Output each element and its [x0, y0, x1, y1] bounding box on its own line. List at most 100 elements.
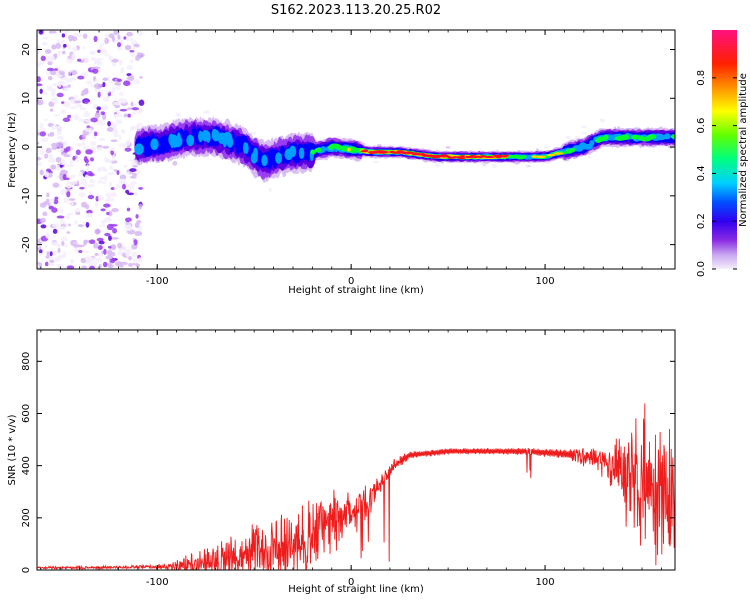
spectrogram-heatmap	[37, 30, 675, 269]
heatmap-cell	[107, 120, 111, 127]
heatmap-cell	[37, 263, 40, 269]
heatmap-cell	[128, 255, 133, 261]
snr-ytick-label: 400	[21, 456, 32, 475]
heatmap-cell	[88, 239, 96, 245]
heatmap-cell	[59, 71, 65, 76]
heatmap-cell	[76, 180, 80, 187]
heatmap-cell	[110, 58, 119, 63]
heatmap-cell	[103, 203, 111, 208]
heatmap-cell	[57, 147, 65, 153]
heatmap-cell	[47, 75, 53, 81]
heatmap-cell	[47, 133, 52, 137]
heatmap-cell	[129, 181, 138, 185]
heatmap-cell	[58, 185, 62, 188]
heatmap-cell	[94, 228, 101, 235]
heatmap-cell	[103, 216, 111, 223]
heatmap-cell	[119, 180, 128, 185]
heatmap-cell	[131, 251, 138, 257]
heatmap-cell	[56, 244, 62, 248]
heatmap-cell	[110, 139, 118, 143]
heatmap-cell	[464, 162, 469, 165]
heatmap-cell	[50, 142, 59, 147]
heatmap-cell	[117, 34, 121, 40]
heatmap-cell	[97, 253, 104, 257]
heatmap-cell	[121, 144, 128, 147]
heatmap-cell	[54, 196, 59, 200]
heatmap-cell	[37, 252, 43, 256]
heatmap-cell	[119, 108, 128, 112]
heatmap-cell	[589, 139, 595, 147]
heatmap-cell	[44, 171, 50, 178]
heatmap-cell	[113, 30, 120, 35]
heatmap-cell	[94, 201, 99, 208]
heatmap-cell	[102, 96, 111, 102]
heatmap-cell	[48, 158, 57, 163]
heatmap-cell	[65, 182, 73, 189]
heatmap-cell	[59, 225, 66, 230]
heatmap-cell	[86, 164, 90, 171]
heatmap-cell	[123, 165, 128, 168]
heatmap-cell	[98, 137, 106, 141]
heatmap-cell	[93, 242, 99, 249]
heatmap-cell	[105, 198, 110, 204]
heatmap-cell	[65, 214, 71, 220]
heatmap-cell	[60, 152, 67, 156]
colorbar-tick-label: 0.0	[696, 261, 707, 277]
heatmap-cell	[102, 261, 108, 268]
heatmap-cell	[137, 257, 143, 263]
heatmap-cell	[37, 156, 42, 161]
heatmap-cell	[135, 170, 141, 175]
heatmap-cell	[438, 155, 451, 158]
colorbar-tick-label: 0.2	[696, 213, 707, 229]
heatmap-cell	[108, 251, 116, 257]
heatmap-cell	[76, 33, 84, 37]
heatmap-cell	[78, 171, 83, 177]
colorbar: 0.0 0.2 0.4 0.6 0.8 Normalized spectral ampl…	[696, 30, 749, 277]
heatmap-cell	[41, 137, 49, 142]
heatmap-cell	[581, 131, 588, 134]
heatmap-cell	[126, 225, 133, 232]
heatmap-cell	[38, 145, 44, 151]
heatmap-cell	[63, 197, 70, 204]
heatmap-cell	[110, 147, 116, 151]
heatmap-cell	[102, 104, 109, 111]
heatmap-cell	[125, 171, 130, 175]
heatmap-cell	[73, 114, 80, 121]
heatmap-cell	[120, 245, 127, 250]
heatmap-cell	[84, 204, 90, 210]
heatmap-cell	[124, 44, 132, 51]
heatmap-cell	[37, 99, 44, 106]
heatmap-cell	[261, 154, 268, 167]
heatmap-cell	[97, 196, 105, 201]
heatmap-cell	[570, 147, 576, 153]
heatmap-cell	[61, 50, 66, 55]
heatmap-cell	[75, 149, 81, 156]
heatmap-cell	[40, 224, 47, 229]
heatmap-cell	[37, 83, 43, 87]
heatmap-cell	[95, 195, 99, 202]
heatmap-cell	[56, 215, 65, 219]
heatmap-cell	[73, 243, 79, 248]
heatmap-cell	[320, 146, 327, 153]
heatmap-cell	[84, 110, 89, 115]
heatmap-cell	[85, 212, 94, 218]
heatmap-cell	[81, 141, 86, 146]
heatmap-cell	[588, 155, 592, 159]
snr-ytick-label: 0	[21, 567, 32, 573]
heatmap-cell	[71, 53, 76, 60]
heatmap-cell	[102, 77, 109, 81]
heatmap-cell	[100, 48, 108, 55]
heatmap-cell	[100, 208, 106, 212]
heatmap-cell	[445, 146, 451, 149]
heatmap-cell	[68, 150, 72, 157]
heatmap-cell	[74, 208, 81, 213]
heatmap-cell	[133, 43, 140, 48]
heatmap-cell	[107, 172, 115, 176]
heatmap-cell	[580, 125, 588, 128]
heatmap-cell	[115, 261, 123, 267]
heatmap-cell	[115, 183, 122, 189]
heatmap-cell	[57, 129, 62, 136]
heatmap-cell	[383, 151, 389, 154]
heatmap-cell	[89, 179, 96, 184]
heatmap-cell	[42, 36, 49, 40]
